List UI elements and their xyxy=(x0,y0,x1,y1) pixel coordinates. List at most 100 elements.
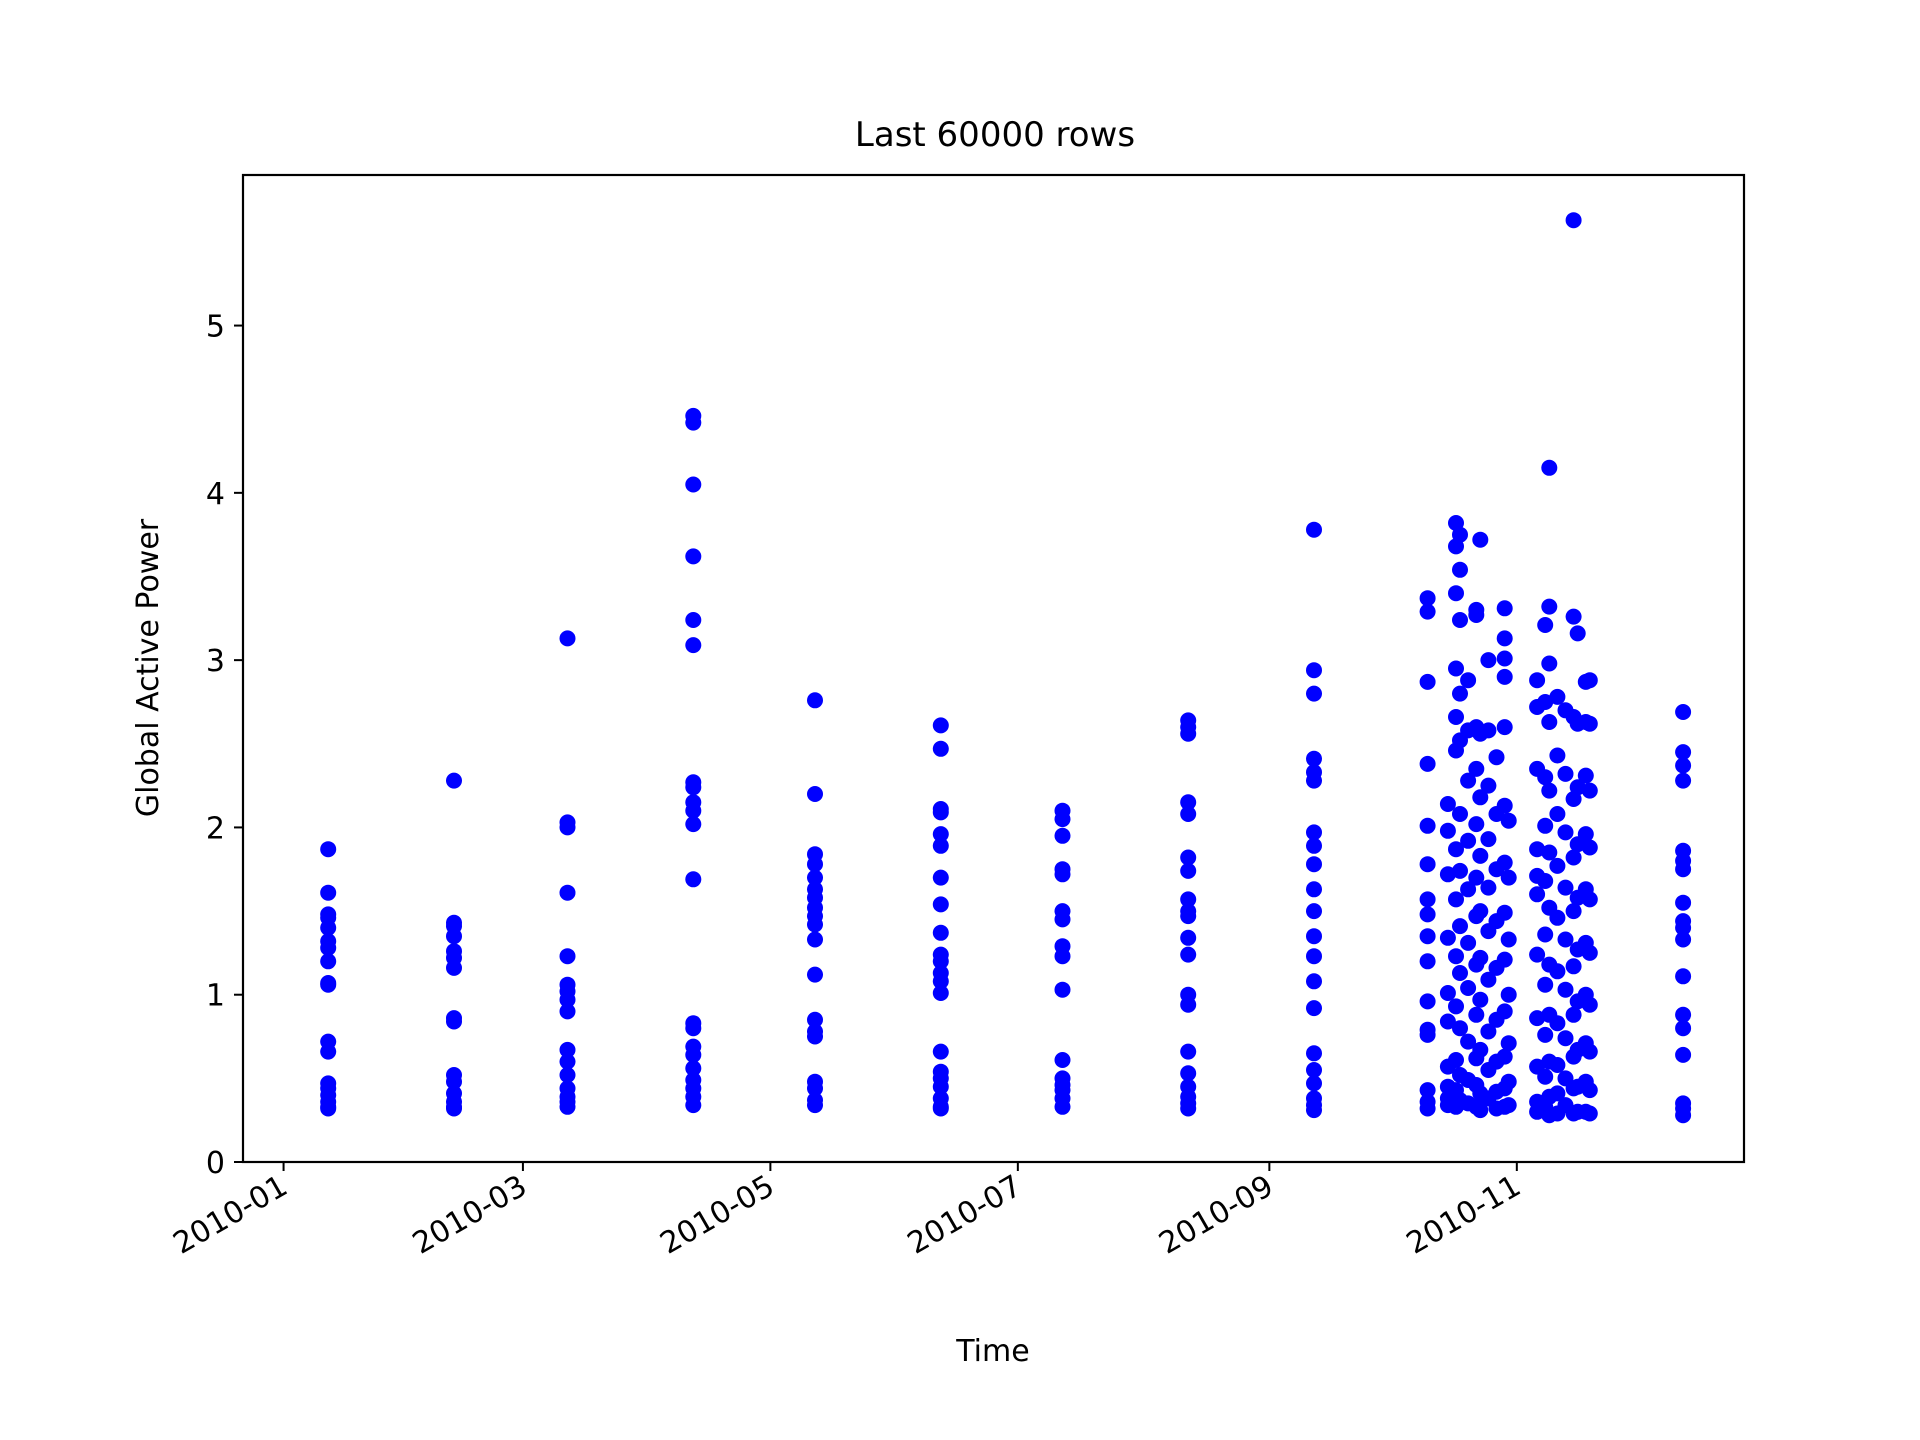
data-point xyxy=(685,802,702,819)
data-point xyxy=(1306,903,1322,920)
data-point xyxy=(1180,891,1197,908)
data-point xyxy=(320,884,337,901)
data-point xyxy=(685,637,702,654)
data-point xyxy=(1452,862,1468,879)
data-point xyxy=(685,612,702,628)
data-point xyxy=(1529,946,1546,963)
data-point xyxy=(1500,986,1517,1003)
data-point xyxy=(1537,817,1554,834)
data-point xyxy=(1306,1045,1322,1062)
data-point xyxy=(446,1013,462,1030)
data-point xyxy=(1480,971,1497,988)
data-point xyxy=(320,976,337,993)
data-point xyxy=(1306,973,1322,990)
data-point xyxy=(1472,1041,1489,1058)
data-point xyxy=(446,1073,462,1090)
data-point xyxy=(1549,806,1566,822)
data-point xyxy=(1180,1065,1197,1082)
data-point xyxy=(1529,672,1546,689)
data-point xyxy=(1306,750,1322,767)
data-point xyxy=(1496,951,1513,968)
data-point xyxy=(1529,1010,1546,1027)
data-point xyxy=(1180,996,1197,1013)
data-point xyxy=(1419,891,1436,908)
data-point xyxy=(932,985,949,1001)
data-point xyxy=(932,1100,949,1117)
data-point xyxy=(1468,869,1485,886)
data-point xyxy=(1439,1013,1456,1030)
data-point xyxy=(1549,857,1566,874)
y-tick-label: 4 xyxy=(206,477,225,512)
data-point xyxy=(1557,981,1574,998)
data-point xyxy=(685,1060,702,1077)
data-point xyxy=(1537,617,1554,633)
data-point xyxy=(1054,1052,1071,1068)
data-point xyxy=(1549,688,1566,705)
data-point xyxy=(1581,1082,1598,1099)
data-point xyxy=(1460,1033,1477,1050)
data-point xyxy=(1180,849,1197,866)
data-point xyxy=(559,1003,576,1020)
data-point xyxy=(1439,985,1456,1001)
chart-title: Last 60000 rows xyxy=(855,115,1135,155)
data-point xyxy=(807,1097,823,1114)
y-tick-label: 0 xyxy=(206,1146,225,1181)
data-point xyxy=(1419,906,1436,923)
data-point xyxy=(1472,903,1489,920)
data-point xyxy=(1500,931,1517,948)
data-point xyxy=(1419,603,1436,620)
data-point xyxy=(1460,934,1477,951)
data-point xyxy=(1452,918,1468,935)
data-point xyxy=(1306,521,1322,538)
data-point xyxy=(1419,673,1436,690)
data-point xyxy=(320,1043,337,1060)
data-point xyxy=(1541,714,1558,730)
data-point xyxy=(1180,725,1197,742)
data-point xyxy=(1581,944,1598,961)
data-point xyxy=(1472,847,1489,864)
data-point xyxy=(807,931,823,948)
data-point xyxy=(1448,660,1464,677)
data-point xyxy=(1541,655,1558,672)
data-point xyxy=(1180,1043,1197,1060)
data-point xyxy=(1448,998,1464,1015)
data-point xyxy=(1468,760,1485,777)
data-point xyxy=(932,924,949,941)
data-point xyxy=(1180,1100,1197,1117)
data-point xyxy=(1529,886,1546,903)
data-point xyxy=(1054,911,1071,928)
data-point xyxy=(1472,789,1489,806)
data-point xyxy=(1180,908,1197,925)
data-point xyxy=(1557,1030,1574,1047)
data-point xyxy=(1452,1020,1468,1037)
data-point xyxy=(1472,1102,1489,1119)
data-point xyxy=(1549,1085,1566,1102)
data-point xyxy=(807,1080,823,1097)
data-point xyxy=(1306,772,1322,789)
data-point xyxy=(559,991,576,1008)
data-point xyxy=(1419,755,1436,772)
data-point xyxy=(1452,526,1468,543)
data-point xyxy=(1448,709,1464,725)
data-point xyxy=(1054,948,1071,965)
data-point xyxy=(685,1020,702,1037)
data-point xyxy=(1565,212,1582,229)
data-point xyxy=(1306,928,1322,945)
data-point xyxy=(807,966,823,983)
data-point xyxy=(1488,749,1505,766)
data-point xyxy=(1581,891,1598,908)
data-point xyxy=(320,919,337,936)
data-point xyxy=(1675,704,1692,720)
data-point xyxy=(1480,879,1497,896)
data-point xyxy=(1557,879,1574,896)
y-tick-label: 3 xyxy=(206,644,225,679)
data-point xyxy=(1054,827,1071,844)
data-point xyxy=(1569,625,1586,642)
data-point xyxy=(932,1043,949,1060)
data-point xyxy=(1480,777,1497,794)
data-point xyxy=(1500,812,1517,829)
data-point xyxy=(1500,1073,1517,1090)
data-point xyxy=(1419,928,1436,945)
